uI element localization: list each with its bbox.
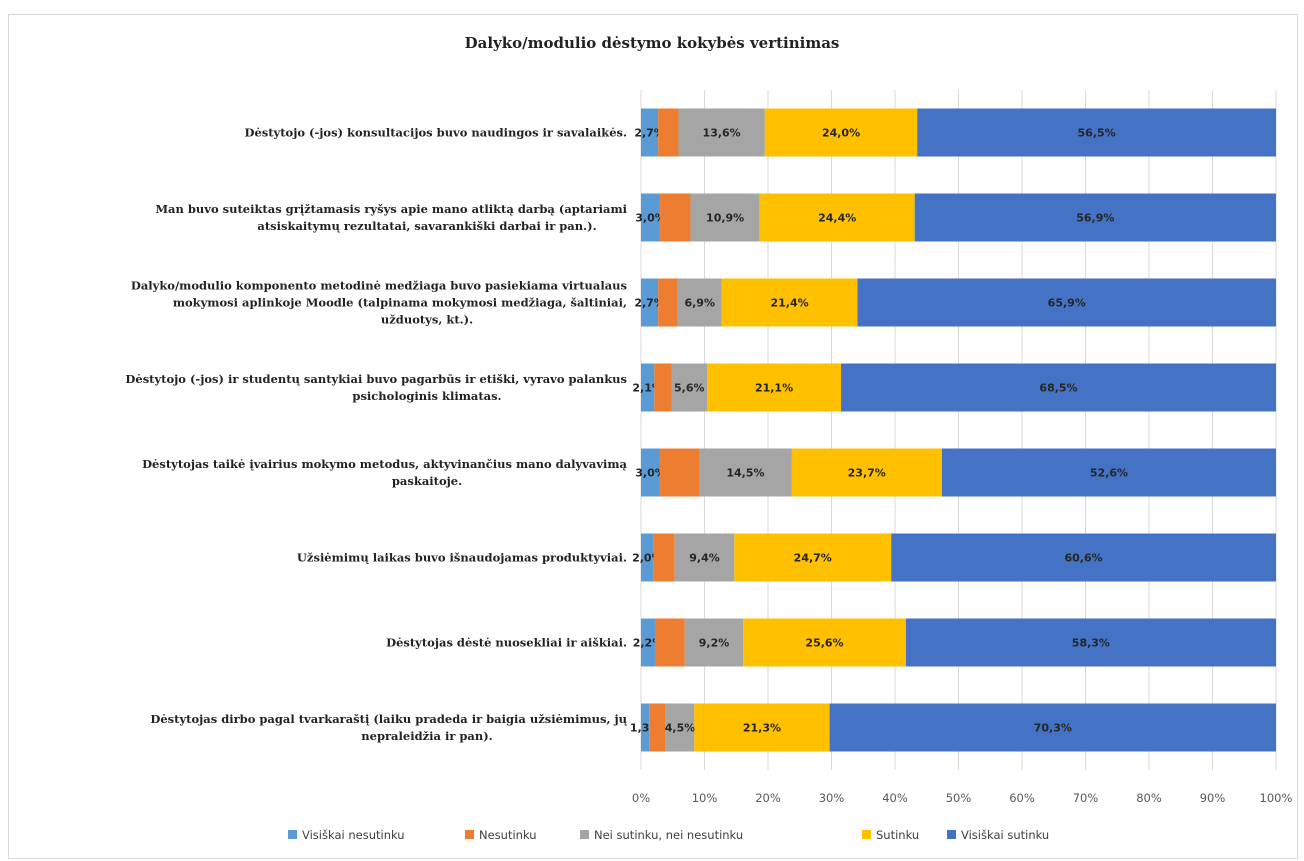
bar-segment [721, 278, 858, 327]
x-tick-label: 100% [1260, 791, 1293, 805]
x-tick-label: 90% [1200, 791, 1226, 805]
bar-segment [694, 703, 830, 752]
data-label: 56,9% [1076, 212, 1114, 225]
bar-segment [641, 448, 661, 497]
data-label: 24,7% [794, 552, 832, 565]
bar-segment [641, 193, 661, 242]
legend-label: Nei sutinku, nei nesutinku [594, 828, 743, 842]
bar-segment [660, 193, 691, 242]
x-tick-label: 60% [1009, 791, 1035, 805]
legend-swatch [862, 830, 871, 839]
data-label: 9,2% [699, 637, 730, 650]
x-tick-label: 70% [1073, 791, 1099, 805]
legend-label: Visiškai sutinku [961, 828, 1049, 842]
category-label: Dėstytojas dirbo pagal tvarkaraštį (laik… [150, 712, 627, 743]
data-label: 60,6% [1065, 552, 1103, 565]
bar-segment [764, 108, 918, 157]
category-label: Dėstytojas dėstė nuosekliai ir aiškiai. [386, 636, 627, 650]
bar-segment [743, 618, 906, 667]
data-label: 9,4% [689, 552, 720, 565]
data-label: 14,5% [726, 467, 764, 480]
legend-swatch [947, 830, 956, 839]
bar-segment [641, 108, 659, 157]
data-label: 25,6% [805, 637, 843, 650]
bar-segment [734, 533, 892, 582]
bar-segment [641, 618, 655, 667]
category-label: Dėstytojas taikė įvairius mokymo metodus… [142, 457, 627, 488]
bar-segment [658, 108, 679, 157]
data-label: 58,3% [1072, 637, 1110, 650]
bar-segment [707, 363, 842, 412]
legend-label: Visiškai nesutinku [302, 828, 405, 842]
data-label: 65,9% [1048, 297, 1086, 310]
bar-segment [677, 278, 722, 327]
data-label: 70,3% [1034, 722, 1072, 735]
bar-segment [841, 363, 1276, 412]
bar-segment [654, 363, 672, 412]
bar-segment [891, 533, 1276, 582]
bar-segment [690, 193, 760, 242]
x-tick-label: 40% [882, 791, 908, 805]
data-label: 68,5% [1039, 382, 1077, 395]
data-label: 6,9% [684, 297, 715, 310]
bar-segment [658, 278, 678, 327]
bar-segment [649, 703, 666, 752]
bar-segment [653, 533, 675, 582]
category-label: Dėstytojo (-jos) ir studentų santykiai b… [125, 372, 627, 403]
data-label: 21,4% [771, 297, 809, 310]
data-label: 21,3% [743, 722, 781, 735]
x-tick-label: 10% [692, 791, 718, 805]
category-label: Man buvo suteiktas grįžtamasis ryšys api… [155, 202, 627, 233]
bar-segment [678, 108, 765, 157]
data-label: 13,6% [703, 127, 741, 140]
bar-segment [917, 108, 1276, 157]
bar-segment [641, 278, 659, 327]
data-label: 3,0% [635, 467, 666, 480]
data-label: 5,6% [674, 382, 705, 395]
data-label: 24,4% [818, 212, 856, 225]
x-tick-label: 0% [632, 791, 650, 805]
data-label: 2,7% [634, 127, 665, 140]
legend-label: Sutinku [876, 828, 919, 842]
data-label: 10,9% [706, 212, 744, 225]
x-tick-label: 20% [755, 791, 781, 805]
data-label: 2,7% [634, 297, 665, 310]
bar-segment [684, 618, 744, 667]
category-label: Dalyko/modulio komponento metodinė medži… [131, 279, 627, 327]
bar-segment [829, 703, 1276, 752]
data-label: 21,1% [755, 382, 793, 395]
bar-segment [699, 448, 792, 497]
bar-segment [641, 703, 650, 752]
bar-segment [857, 278, 1276, 327]
data-label: 24,0% [822, 127, 860, 140]
bar-segment [641, 533, 654, 582]
category-label: Dėstytojo (-jos) konsultacijos buvo naud… [244, 126, 627, 140]
legend-swatch [288, 830, 297, 839]
x-tick-label: 30% [819, 791, 845, 805]
legend-swatch [580, 830, 589, 839]
x-tick-label: 80% [1136, 791, 1162, 805]
data-label: 23,7% [848, 467, 886, 480]
bar-segment [654, 618, 685, 667]
legend-swatch [465, 830, 474, 839]
chart-title: Dalyko/modulio dėstymo kokybės vertinima… [464, 34, 840, 52]
data-label: 4,5% [665, 722, 696, 735]
data-label: 52,6% [1090, 467, 1128, 480]
bar-segment [660, 448, 700, 497]
category-label: Užsiėmimų laikas buvo išnaudojamas produ… [297, 551, 627, 565]
data-label: 3,0% [635, 212, 666, 225]
bar-segment [671, 363, 708, 412]
bar-segment [941, 448, 1276, 497]
bar-segment [791, 448, 942, 497]
bar-segment [905, 618, 1276, 667]
legend-label: Nesutinku [479, 828, 537, 842]
bar-segment [674, 533, 735, 582]
x-tick-label: 50% [946, 791, 972, 805]
bar-segment [665, 703, 695, 752]
bar-segment [641, 363, 655, 412]
bar-segment [759, 193, 915, 242]
bar-segment [914, 193, 1276, 242]
data-label: 56,5% [1078, 127, 1116, 140]
